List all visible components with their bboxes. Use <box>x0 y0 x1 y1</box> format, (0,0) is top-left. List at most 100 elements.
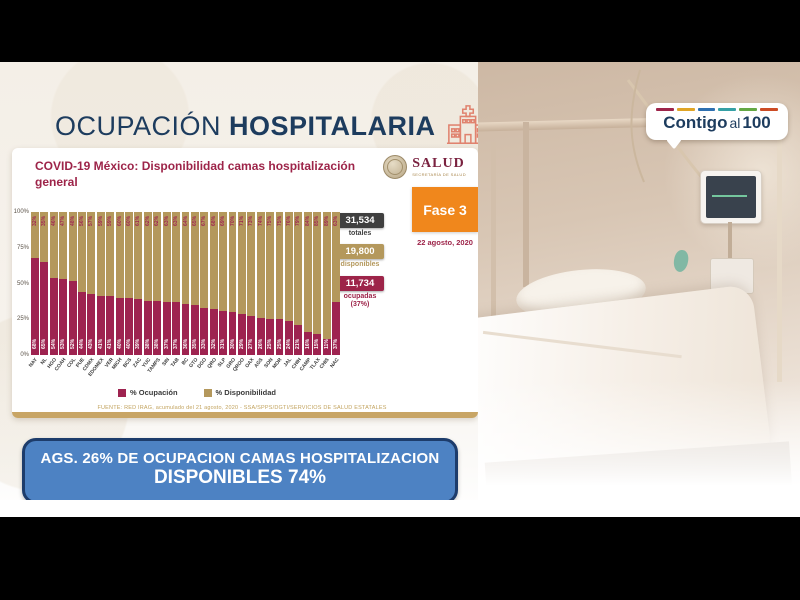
bar-nl: 35% 65% NL <box>40 212 49 366</box>
segment-available: 59% <box>96 212 105 297</box>
label-available: 73% <box>248 215 255 226</box>
label-available: 59% <box>107 215 114 226</box>
segment-occupied: 24% <box>284 320 293 355</box>
contigo-text: Contigo al 100 <box>646 113 788 133</box>
salud-logo-subtitle: SECRETARÍA DE SALUD <box>412 172 466 178</box>
segment-available: 47% <box>59 212 68 280</box>
segment-occupied: 53% <box>59 279 68 355</box>
label-occupied: 16% <box>304 338 311 349</box>
bar-tamps: 62% 38% TAMPS <box>146 212 162 374</box>
bar-camp: 84% 16% CAMP <box>298 212 312 372</box>
label-occupied: 26% <box>257 338 264 349</box>
bar-chis: 89% 11% CHIS <box>319 212 331 370</box>
label-occupied: 38% <box>154 338 161 349</box>
segment-available: 46% <box>49 212 58 278</box>
slide: OCUPACIÓN HOSPITALARIA COVID-19 México: … <box>0 62 800 517</box>
label-occupied: 21% <box>295 338 302 349</box>
label-available: 62% <box>144 215 151 226</box>
label-available: 60% <box>116 215 123 226</box>
label-available: 32% <box>31 215 38 226</box>
bar-gto: 65% 35% GTO <box>188 212 199 369</box>
bar-ags: 74% 26% AGS <box>254 212 265 369</box>
y-axis: 100% 75% 50% 25% 0% <box>13 209 29 358</box>
segment-occupied: 37% <box>172 302 180 355</box>
segment-available: 57% <box>87 212 96 294</box>
stat-label: disponibles <box>340 261 380 268</box>
label-available: 65% <box>191 215 198 226</box>
x-label-tab: TAB <box>169 357 181 369</box>
label-occupied: 36% <box>182 338 189 349</box>
bar-qro: 68% 32% QRO <box>206 212 218 370</box>
label-available: 61% <box>135 215 142 226</box>
segment-available: 60% <box>115 212 124 298</box>
segment-available: 68% <box>209 212 218 310</box>
segment-occupied: 11% <box>322 339 331 355</box>
bar-sin: 63% 37% SIN <box>161 212 171 367</box>
label-available: 60% <box>126 215 133 226</box>
segment-occupied: 35% <box>190 304 199 355</box>
label-available: 76% <box>285 215 292 226</box>
label-available: 62% <box>154 215 161 226</box>
segment-available: 75% <box>275 212 284 320</box>
patient-monitor <box>700 170 762 224</box>
label-occupied: 25% <box>276 338 283 349</box>
label-available: 48% <box>69 215 76 226</box>
segment-available: 35% <box>40 212 49 263</box>
x-label-nac: NAC <box>328 357 341 370</box>
legend-label-available: % Disponibilidad <box>215 388 276 397</box>
bar-chih: 79% 21% CHIH <box>290 212 303 370</box>
label-available: 85% <box>314 215 321 226</box>
bar-coah: 47% 53% COAH <box>54 212 68 372</box>
main-title: OCUPACIÓN HOSPITALARIA <box>55 111 436 142</box>
segment-available: 48% <box>68 212 77 281</box>
bar-cdmx: 57% 43% CDMX <box>82 212 96 372</box>
chart-title: COVID-19 México: Disponibilidad camas ho… <box>35 159 356 189</box>
contigo-word1: Contigo <box>663 113 728 132</box>
segment-occupied: 29% <box>237 313 246 355</box>
bar-son: 75% 25% SON <box>263 212 275 369</box>
photo-fade <box>478 380 800 500</box>
label-occupied: 38% <box>144 338 151 349</box>
bar-tab: 63% 37% TAB <box>170 212 180 369</box>
dash <box>739 108 758 111</box>
bar-bcs: 60% 40% BCS <box>122 212 133 369</box>
y-tick: 25% <box>16 316 29 323</box>
y-tick: 50% <box>16 280 29 287</box>
segment-available: 85% <box>313 212 322 334</box>
segment-occupied: 25% <box>275 319 284 355</box>
label-occupied: 65% <box>41 338 48 349</box>
stat-disponibles: 19,800 disponibles <box>336 244 384 269</box>
monitor-screen <box>706 176 756 218</box>
bar-edomex: 59% 41% EDOMEX <box>87 212 105 378</box>
segment-available: 67% <box>200 212 209 308</box>
main-title-bold: HOSPITALARIA <box>229 110 436 141</box>
label-available: 59% <box>97 215 104 226</box>
segment-occupied: 25% <box>266 319 275 355</box>
label-occupied: 54% <box>50 338 57 349</box>
bar-qroo: 71% 29% QROO <box>232 212 246 373</box>
segment-occupied: 52% <box>68 280 77 355</box>
segment-occupied: 41% <box>106 296 115 355</box>
label-available: 67% <box>201 215 208 226</box>
bar-chart: 100% 75% 50% 25% 0% 32% 68% NAY 35% 65% NL 46% 54% H… <box>12 209 478 378</box>
legend-item-available: % Disponibilidad <box>203 388 276 397</box>
bar-bc: 64% 36% BC <box>181 212 190 366</box>
label-available: 57% <box>88 215 95 226</box>
segment-occupied: 37% <box>162 302 171 355</box>
label-occupied: 30% <box>229 338 236 349</box>
bar-ver: 59% 41% VER <box>103 212 115 369</box>
iv-stand <box>777 117 782 382</box>
segment-occupied: 21% <box>294 324 303 355</box>
segment-available: 59% <box>106 212 115 297</box>
segment-occupied: 37% <box>332 302 340 355</box>
label-occupied: 53% <box>60 338 67 349</box>
legend-label-occupied: % Ocupación <box>130 388 178 397</box>
segment-available: 69% <box>219 212 228 311</box>
stat-value: 11,734 <box>336 276 384 291</box>
segment-available: 60% <box>125 212 133 298</box>
stat-label: ocupadas <box>343 293 377 300</box>
fase-badge: Fase 3 <box>412 187 478 232</box>
label-available: 63% <box>163 215 170 226</box>
x-label-nay: NAY <box>28 357 40 369</box>
segment-occupied: 40% <box>115 297 124 355</box>
